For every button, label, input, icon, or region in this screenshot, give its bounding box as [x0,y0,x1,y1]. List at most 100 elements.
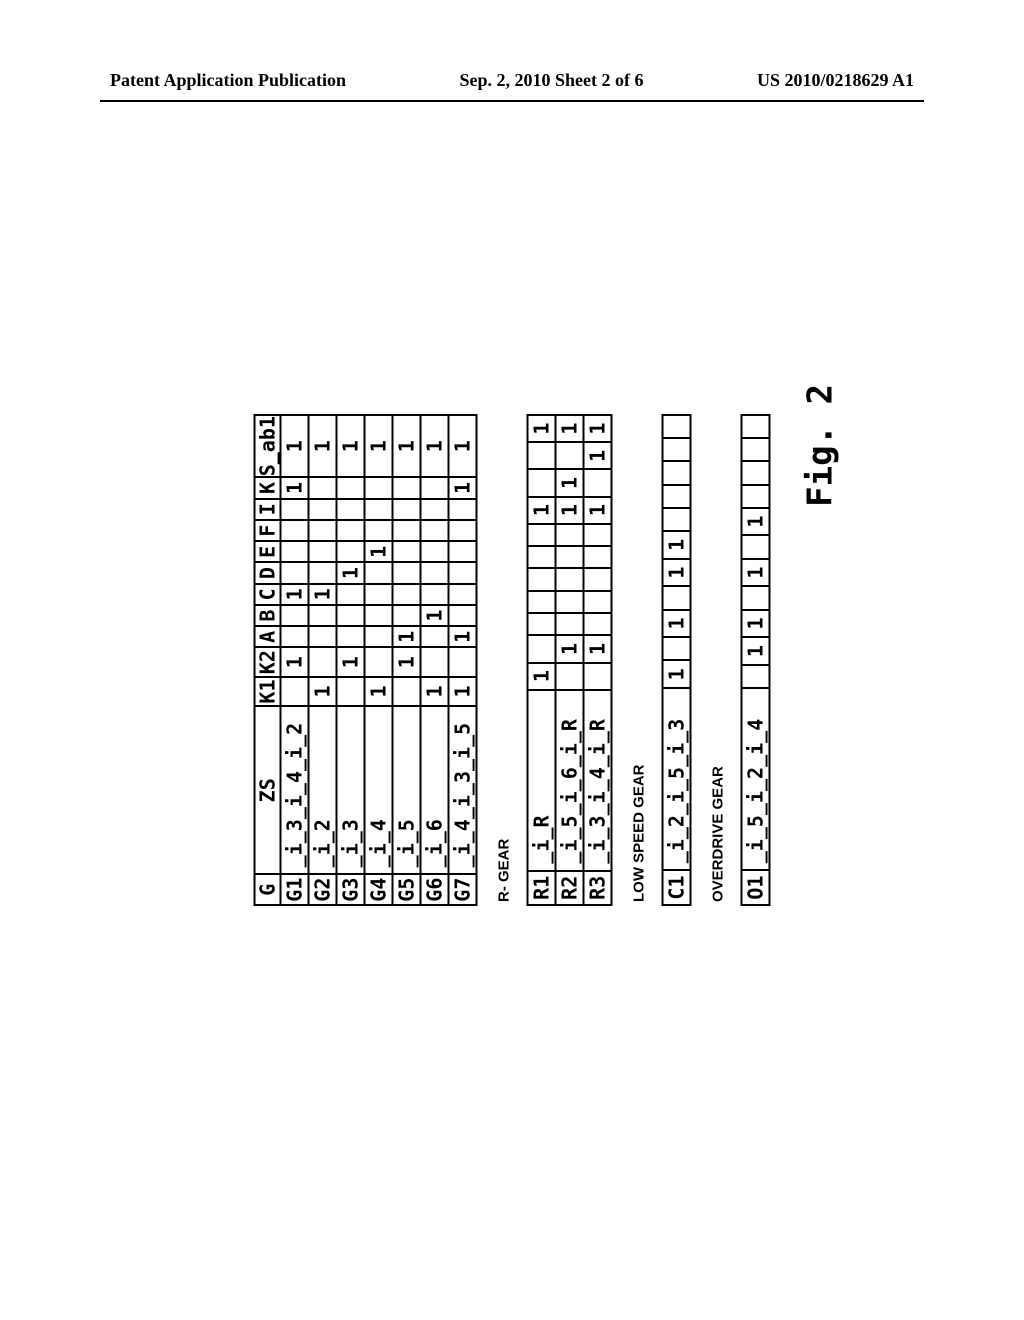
cell-b [663,586,691,609]
cell-i [309,499,337,520]
cell-d [365,562,393,583]
table-row: G2_i_2111 [309,415,337,905]
cell-a: 1 [663,610,691,638]
cell-a [528,613,556,635]
cell-d [309,562,337,583]
cell-zs: _i_5_i_2_i_4 [742,688,770,870]
cell-i [281,499,309,520]
cell-zs: _i_6 [421,706,449,874]
cell-i [365,499,393,520]
table-row: G1_i_3_i_4_i_21111 [281,415,309,905]
overdrive-label: OVERDRIVE GEAR [710,414,727,902]
cell-a [421,626,449,647]
cell-d [742,536,770,559]
cell-k2: 1 [337,648,365,677]
cell-d [584,546,612,568]
cell-g: R1 [528,871,556,905]
cell-e [663,508,691,531]
col-k2: K2 [255,648,281,677]
cell-d: 1 [663,531,691,559]
cell-g: O1 [742,870,770,905]
cell-i [449,499,477,520]
cell-k [742,438,770,461]
lowspeed-label: LOW SPEED GEAR [631,414,648,902]
cell-s: 1 [421,415,449,477]
cell-d [528,546,556,568]
cell-s: 1 [393,415,421,477]
cell-s: 1 [584,415,612,442]
cell-b [393,605,421,626]
cell-b [742,586,770,609]
col-k1: K1 [255,677,281,706]
cell-k2 [365,648,393,677]
cell-c [393,584,421,605]
cell-k: 1 [281,477,309,498]
col-b: B [255,605,281,626]
col-i: I [255,499,281,520]
cell-a [556,613,584,635]
cell-e [337,541,365,562]
table-row: G3_i_3111 [337,415,365,905]
cell-k2: 1 [584,635,612,662]
cell-k [556,442,584,469]
cell-g: G1 [281,874,309,905]
cell-s [742,415,770,438]
cell-zs: _i_4 [365,706,393,874]
cell-g: C1 [663,870,691,905]
cell-zs: _i_2 [309,706,337,874]
cell-b [449,605,477,626]
cell-s: 1 [365,415,393,477]
table-row: G4_i_4111 [365,415,393,905]
cell-k2 [528,635,556,662]
cell-zs: _i_R [528,690,556,871]
cell-k [421,477,449,498]
cell-k [337,477,365,498]
cell-d [281,562,309,583]
cell-c: 1 [742,559,770,587]
cell-k: 1 [449,477,477,498]
cell-b [337,605,365,626]
cell-k1 [281,677,309,706]
cell-s [663,415,691,438]
cell-zs: _i_3 [337,706,365,874]
cell-k2: 1 [393,648,421,677]
cell-g: G4 [365,874,393,905]
cell-b [309,605,337,626]
cell-a [281,626,309,647]
reverse-gear-table: R1_i_R111R2_i_5_i_6_i_R1111R3_i_3_i_4_i_… [527,414,613,906]
cell-zs: _i_5_i_6_i_R [556,690,584,871]
cell-c [337,584,365,605]
cell-s: 1 [309,415,337,477]
cell-k2 [309,648,337,677]
cell-a: 1 [393,626,421,647]
col-e: E [255,541,281,562]
cell-i [393,499,421,520]
cell-e [449,541,477,562]
header-rule [100,100,924,102]
cell-e [556,524,584,546]
cell-k2 [421,648,449,677]
cell-f [309,520,337,541]
cell-a: 1 [449,626,477,647]
cell-zs: _i_3_i_4_i_R [584,690,612,871]
reverse-label: R- GEAR [496,414,513,902]
cell-k [309,477,337,498]
cell-k1 [556,663,584,690]
cell-zs: _i_2_i_5_i_3 [663,688,691,870]
cell-b [365,605,393,626]
cell-a: 1 [742,610,770,638]
cell-c [421,584,449,605]
cell-e [309,541,337,562]
cell-g: G6 [421,874,449,905]
cell-e [528,524,556,546]
cell-s: 1 [556,415,584,442]
cell-k2 [663,637,691,660]
cell-d [393,562,421,583]
cell-e: 1 [365,541,393,562]
cell-b [584,591,612,613]
cell-s: 1 [528,415,556,442]
cell-e [421,541,449,562]
cell-c: 1 [309,584,337,605]
figure-label: Fig. 2 [801,384,841,507]
cell-a [309,626,337,647]
